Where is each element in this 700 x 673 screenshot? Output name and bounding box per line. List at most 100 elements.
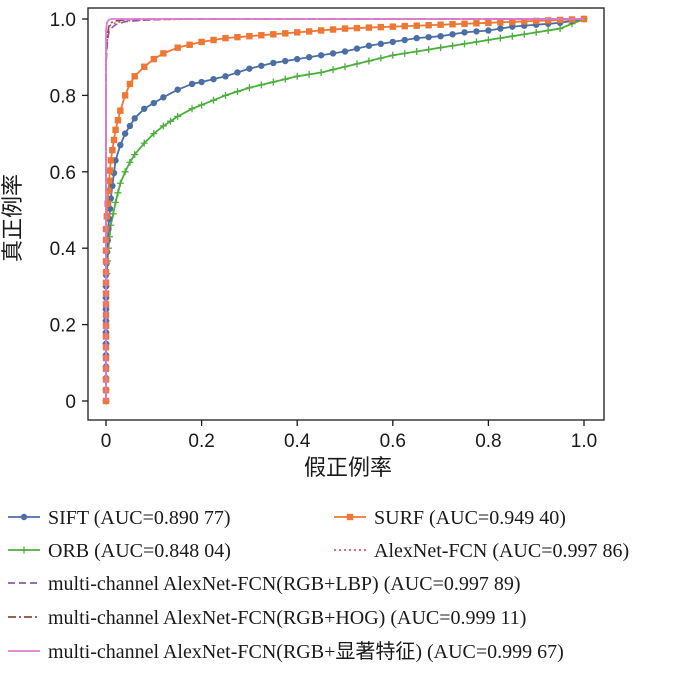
x-tick-label: 1.0 <box>571 431 597 452</box>
data-point <box>258 32 265 39</box>
data-point <box>365 57 373 65</box>
data-point <box>317 27 325 34</box>
y-tick-label: 0.8 <box>50 86 76 107</box>
data-point <box>222 91 229 99</box>
data-point <box>485 19 492 27</box>
legend-item: multi-channel AlexNet-FCN(RGB+显著特征) (AUC… <box>8 640 564 663</box>
data-point <box>109 182 116 190</box>
data-point <box>160 50 167 57</box>
data-point <box>109 210 117 218</box>
data-point <box>353 60 361 68</box>
data-point <box>485 27 492 34</box>
data-point <box>449 31 456 38</box>
data-point <box>282 57 289 65</box>
data-point <box>117 141 124 149</box>
data-point <box>198 78 205 86</box>
data-point <box>106 167 114 174</box>
data-point <box>425 46 433 54</box>
data-point <box>167 117 175 125</box>
data-point <box>282 30 289 37</box>
x-tick-label: 0 <box>101 431 112 452</box>
data-point <box>159 122 167 130</box>
x-tick-label: 0.8 <box>475 431 501 452</box>
data-point <box>377 54 385 62</box>
data-point <box>544 17 552 24</box>
data-point <box>461 20 468 27</box>
data-point <box>281 75 289 83</box>
series-4 <box>105 18 584 401</box>
data-point <box>449 21 456 28</box>
legend-item: multi-channel AlexNet-FCN(RGB+LBP) (AUC=… <box>8 573 521 595</box>
data-point <box>270 59 277 67</box>
legend-item: multi-channel AlexNet-FCN(RGB+HOG) (AUC=… <box>8 607 526 629</box>
legend-label: multi-channel AlexNet-FCN(RGB+HOG) (AUC=… <box>48 607 526 629</box>
data-point <box>257 81 265 89</box>
data-point <box>365 42 373 49</box>
data-point <box>389 51 397 59</box>
series-line <box>105 18 584 401</box>
axes: 0 0.2 0.4 0.6 0.8 1.0 0 0.2 0.4 0.6 0.8 1.0 <box>50 7 605 452</box>
legend-label: ORB (AUC=0.848 04) <box>48 540 231 562</box>
y-tick-label: 0.2 <box>50 316 76 337</box>
data-point <box>341 63 349 71</box>
legend-label: SIFT (AUC=0.890 77) <box>48 507 231 529</box>
data-point <box>107 195 114 202</box>
data-point <box>377 23 385 31</box>
data-point <box>305 70 313 78</box>
data-point <box>140 139 148 147</box>
data-point <box>121 130 129 137</box>
data-point <box>269 78 277 86</box>
data-point <box>131 73 138 80</box>
data-point <box>105 187 112 195</box>
data-point <box>496 34 504 42</box>
data-point <box>110 136 118 144</box>
y-axis-title: 真正例率 <box>1 174 26 262</box>
data-point <box>188 80 196 88</box>
data-point <box>509 18 516 26</box>
data-point <box>246 65 253 72</box>
data-point <box>174 112 182 120</box>
x-tick-label: 0.2 <box>188 431 214 452</box>
data-point <box>160 94 167 101</box>
legend-marker <box>20 513 28 521</box>
series-5 <box>105 18 584 401</box>
y-tick-label: 0.6 <box>50 163 76 184</box>
series-line <box>105 18 585 401</box>
data-point <box>114 189 122 197</box>
data-point <box>484 36 492 44</box>
data-point <box>210 96 218 104</box>
data-point <box>117 107 124 114</box>
data-point <box>294 55 301 63</box>
data-point <box>317 68 325 76</box>
data-point <box>305 54 313 61</box>
data-point <box>210 36 217 44</box>
series-2 <box>102 15 588 405</box>
data-point <box>437 32 444 40</box>
data-point <box>413 22 420 29</box>
data-point <box>198 101 206 109</box>
data-point <box>305 28 313 35</box>
legend-label: multi-channel AlexNet-FCN(RGB+LBP) (AUC=… <box>48 573 521 595</box>
data-point <box>245 84 253 92</box>
data-point <box>449 42 457 50</box>
data-point <box>341 48 349 55</box>
data-point <box>234 33 241 41</box>
data-point <box>141 63 148 70</box>
series-1 <box>102 15 588 405</box>
data-point <box>112 198 120 206</box>
data-point <box>121 92 129 99</box>
plot-area <box>102 15 588 405</box>
y-tick-label: 0 <box>65 392 76 413</box>
legend-label: SURF (AUC=0.949 40) <box>374 507 566 529</box>
data-point <box>174 44 181 51</box>
data-point <box>106 205 114 212</box>
data-point <box>222 73 229 80</box>
data-point <box>401 22 408 30</box>
data-point <box>508 32 516 40</box>
data-point <box>198 38 205 46</box>
data-point <box>461 40 468 48</box>
legend: SIFT (AUC=0.890 77) SURF (AUC=0.949 40) OR… <box>8 507 629 663</box>
data-point <box>114 117 122 124</box>
series-line <box>105 18 584 401</box>
